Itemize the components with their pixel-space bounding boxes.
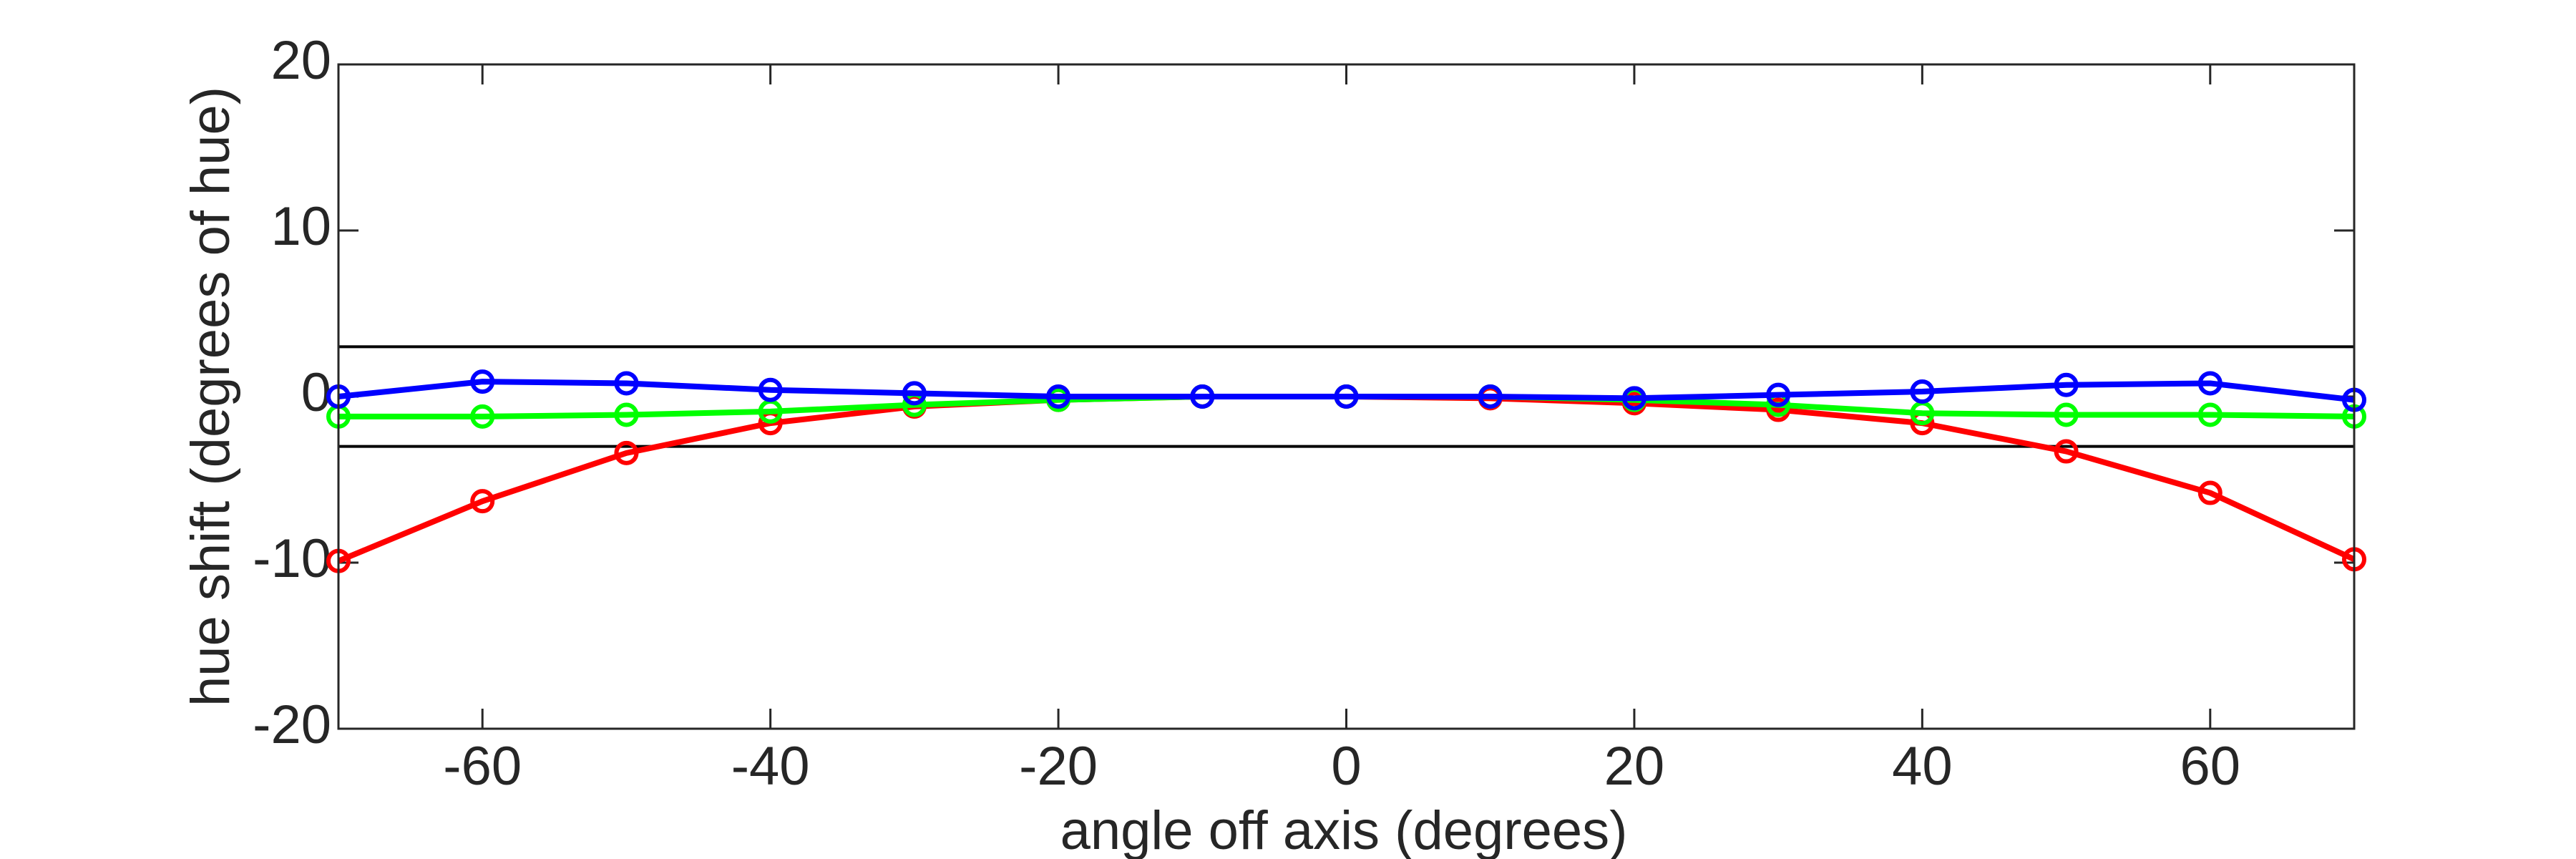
data-point bbox=[2197, 480, 2223, 505]
x-tick-label: -40 bbox=[731, 736, 810, 797]
data-point bbox=[614, 440, 639, 465]
data-point bbox=[2054, 402, 2079, 427]
x-tick-label: -20 bbox=[1019, 736, 1098, 797]
data-point bbox=[2054, 372, 2079, 397]
plot-frame bbox=[337, 63, 2356, 730]
data-point bbox=[1334, 384, 1359, 409]
data-point bbox=[2197, 402, 2223, 427]
series-line bbox=[338, 379, 2355, 403]
data-point bbox=[2197, 371, 2223, 396]
y-tick-label: -20 bbox=[253, 694, 331, 755]
data-point bbox=[1910, 379, 1935, 404]
x-axis-label: angle off axis (degrees) bbox=[1060, 800, 1628, 859]
x-tick-label: 60 bbox=[2180, 736, 2241, 797]
data-point bbox=[470, 404, 495, 429]
data-point bbox=[2054, 439, 2079, 464]
data-point bbox=[1190, 384, 1215, 409]
data-point bbox=[1046, 384, 1071, 409]
y-tick-label: 0 bbox=[301, 362, 331, 423]
data-point bbox=[758, 377, 783, 402]
data-point bbox=[902, 381, 927, 406]
x-tick-label: 40 bbox=[1892, 736, 1953, 797]
data-point bbox=[1621, 386, 1646, 411]
x-tick-label: -60 bbox=[443, 736, 522, 797]
x-tick-label: 0 bbox=[1331, 736, 1361, 797]
data-point bbox=[470, 489, 495, 514]
data-point bbox=[1766, 382, 1791, 407]
data-point bbox=[1478, 384, 1503, 409]
data-point bbox=[614, 371, 639, 396]
y-tick-label: 20 bbox=[270, 30, 331, 91]
data-point bbox=[614, 402, 639, 427]
y-tick-label: -10 bbox=[253, 528, 331, 589]
x-tick-label: 20 bbox=[1604, 736, 1665, 797]
data-point bbox=[470, 369, 495, 394]
y-tick-label: 10 bbox=[270, 196, 331, 257]
y-axis-label: hue shift (degrees of hue) bbox=[180, 87, 241, 707]
